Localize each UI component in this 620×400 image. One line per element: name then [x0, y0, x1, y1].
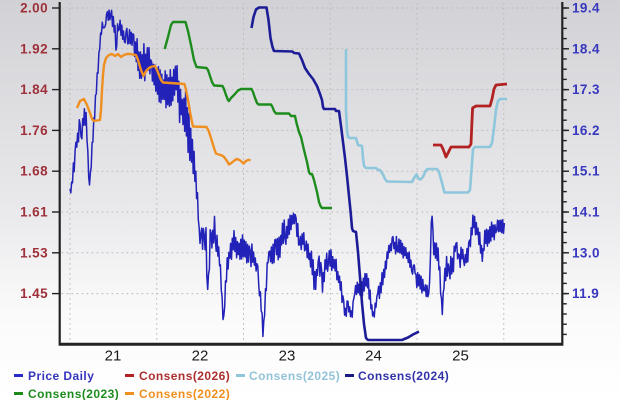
svg-text:13.0: 13.0: [572, 245, 600, 260]
svg-text:Consens(2023): Consens(2023): [28, 387, 119, 400]
svg-text:16.2: 16.2: [572, 123, 600, 138]
svg-text:Consens(2025): Consens(2025): [249, 369, 340, 383]
svg-text:Consens(2022): Consens(2022): [139, 387, 230, 400]
svg-text:21: 21: [105, 348, 122, 365]
svg-text:1.61: 1.61: [20, 205, 48, 220]
svg-text:1.68: 1.68: [20, 164, 48, 179]
svg-text:1.84: 1.84: [20, 82, 48, 97]
svg-text:17.3: 17.3: [572, 82, 600, 97]
svg-text:2.00: 2.00: [20, 1, 48, 16]
svg-text:14.1: 14.1: [572, 205, 600, 220]
svg-text:Consens(2026): Consens(2026): [139, 369, 230, 383]
svg-text:22: 22: [192, 348, 209, 365]
svg-text:Price Daily: Price Daily: [28, 369, 94, 383]
svg-text:11.9: 11.9: [572, 286, 599, 301]
svg-text:24: 24: [365, 348, 382, 365]
svg-text:19.4: 19.4: [572, 1, 600, 16]
svg-text:25: 25: [452, 348, 469, 365]
svg-text:Consens(2024): Consens(2024): [358, 369, 449, 383]
svg-text:15.1: 15.1: [572, 164, 600, 179]
svg-text:1.92: 1.92: [20, 41, 48, 56]
svg-text:23: 23: [279, 348, 296, 365]
svg-text:18.4: 18.4: [572, 41, 600, 56]
svg-text:1.45: 1.45: [20, 286, 48, 301]
svg-text:1.76: 1.76: [20, 123, 48, 138]
svg-text:1.53: 1.53: [20, 245, 48, 260]
